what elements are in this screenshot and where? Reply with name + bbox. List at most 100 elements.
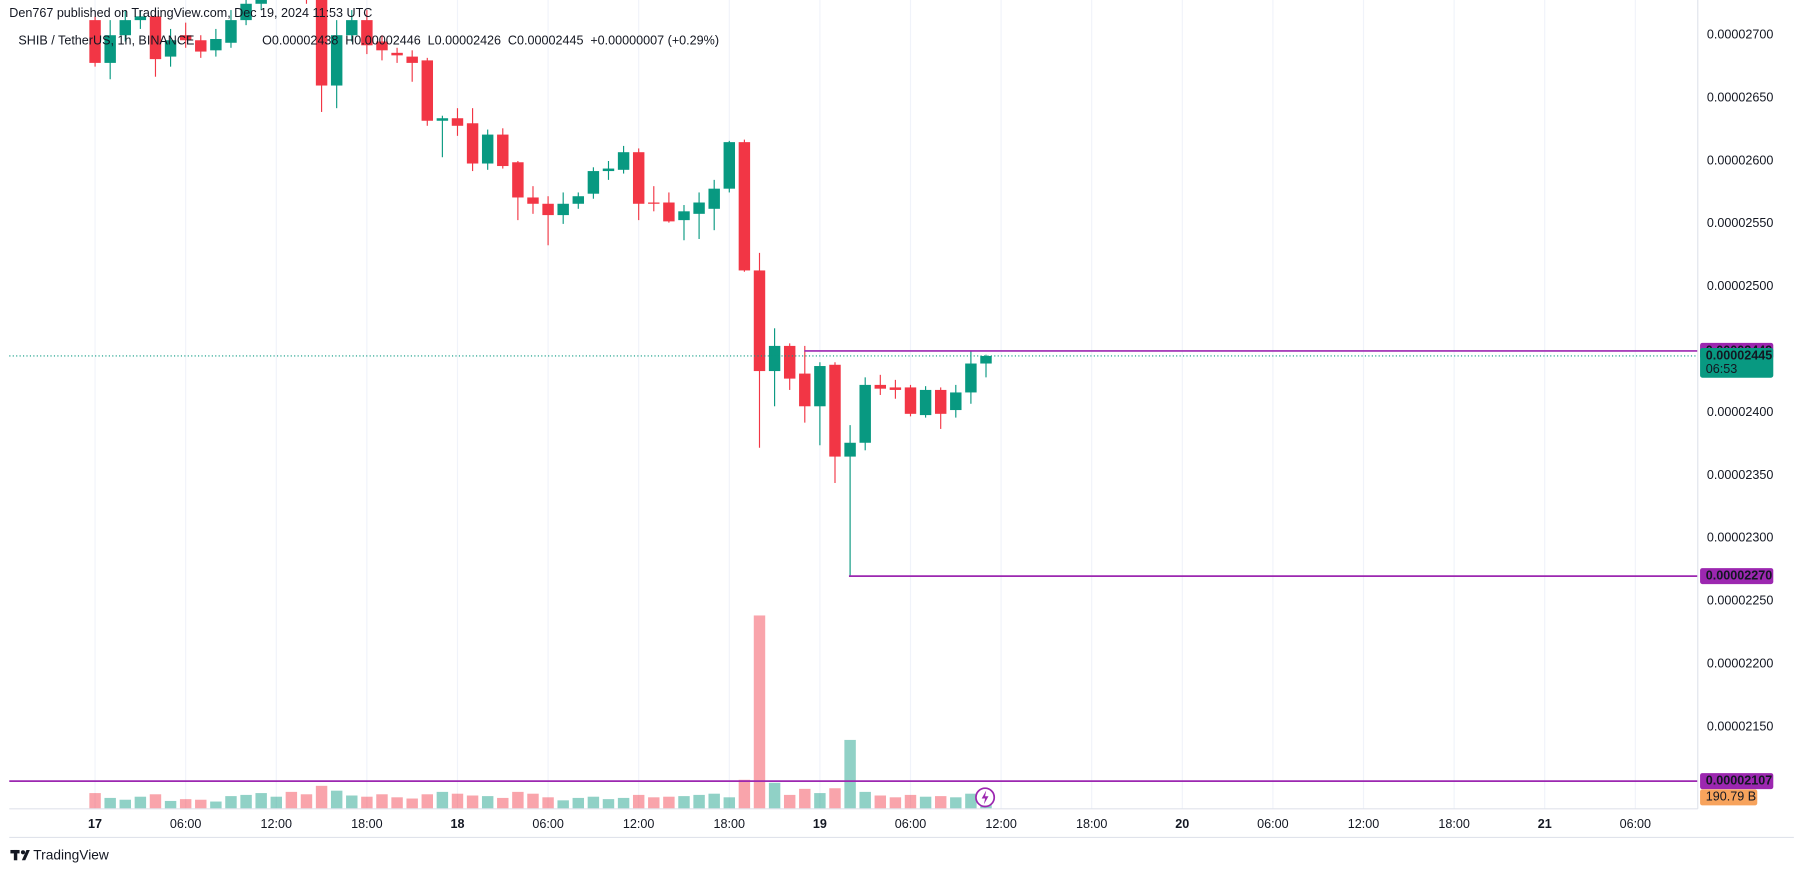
y-tick-label: 0.00002650 [1707,90,1773,104]
overlay: 0.00002700 0.00002650 0.00002600 0.00002550… [9,28,1774,831]
candle-body [497,134,509,167]
x-tick-label: 12:00 [1348,817,1379,831]
candle-body [874,384,887,389]
volume-bar [919,796,932,809]
candle-body [315,0,328,86]
x-tick-label: 06:00 [1620,817,1651,831]
legend-value: L0.00002426 [428,34,501,48]
candle-body [844,442,856,457]
candle-body [195,40,207,52]
legend-value: H0.00002446 [345,34,421,48]
volume-bar [602,799,615,809]
y-tick-label: 0.00002700 [1707,28,1773,42]
candle-body [346,20,358,36]
x-tick-label: 06:00 [895,817,926,831]
volume-bar [361,796,373,809]
volume-bar [300,794,313,809]
volume-bar [391,797,403,809]
x-tick-label: 20 [1175,817,1189,831]
volume-bar [859,791,871,809]
candle-body [783,345,796,379]
candle-body [527,197,539,204]
volume-bar [421,794,434,809]
last-price-badge [1700,347,1774,378]
candle-body [602,168,615,172]
x-tick-label: 06:00 [1257,817,1288,831]
volume-bar [889,797,902,809]
candle-body [421,60,434,121]
candle-body [391,52,403,56]
legend-value: +0.00000007 (+0.29%) [590,34,719,48]
volume-bar [330,790,343,809]
volume-bar [542,797,554,809]
volume-bar [663,796,675,809]
volume-bar [950,797,962,809]
y-tick-label: 0.00002400 [1707,405,1773,419]
y-tick-label: 0.00002550 [1707,216,1773,230]
candle-body [406,56,418,63]
volume-bar [648,797,660,809]
legend-value: C0.00002445 [508,34,584,48]
candle-body [149,16,162,60]
candle-body [693,202,705,214]
volume-bar [451,793,464,809]
candle-body [723,142,736,189]
candle-body [889,387,902,390]
symbol: SHIB / TetherUS, 1h, BINANCE [18,34,194,48]
candle-body [829,364,841,457]
candle-body [799,373,811,407]
candle-body [104,35,116,63]
candle-body [980,355,992,364]
volume-bar [346,795,358,809]
y-tick-label: 0.00002150 [1707,719,1773,733]
candle-body [451,118,464,126]
candle-body [225,20,237,43]
volume-bar [723,797,736,809]
volume-bar [617,797,630,809]
y-tick-label: 0.00002500 [1707,279,1773,293]
candle-body [466,123,479,164]
candle-body [950,392,962,411]
candle-pane [89,0,992,577]
volume-bar [799,788,811,809]
x-tick-label: 06:00 [532,817,563,831]
candle-body [512,162,524,198]
volume-bar [572,797,585,809]
candle-body [934,389,947,414]
candle-body [255,0,267,4]
volume-bar [768,782,781,809]
grid [94,0,1636,809]
volume-bar [285,791,298,809]
volume-pane [89,615,992,809]
candle-body [965,363,977,393]
y-tick-label: 0.00002600 [1707,153,1773,167]
volume-bar [179,799,192,809]
candle-body [481,134,494,164]
volume-bar [738,779,751,809]
volume-bar [934,796,947,809]
candle-body [572,196,585,204]
volume-bar [255,793,267,809]
candle-body [330,35,343,86]
legend-value: O0.00002438 [262,34,338,48]
candle-body [119,20,131,36]
x-tick-label: 17 [88,817,102,831]
volume-badge [1700,789,1758,806]
volume-bar [164,800,177,809]
volume-bar [783,794,796,809]
candle-body [240,3,252,21]
volume-bar [557,800,569,809]
volume-bar [104,797,116,809]
volume-bar [874,795,887,809]
volume-bar [436,791,449,809]
x-tick-label: 12:00 [985,817,1016,831]
volume-bar [481,796,494,809]
candle-body [648,202,660,204]
x-tick-label: 12:00 [623,817,654,831]
candle-body [436,118,449,121]
y-tick-label: 0.00002250 [1707,594,1773,608]
volume-bar [829,788,841,809]
candle-body [708,188,720,209]
candle-body [361,20,373,46]
candle-body [768,345,781,372]
